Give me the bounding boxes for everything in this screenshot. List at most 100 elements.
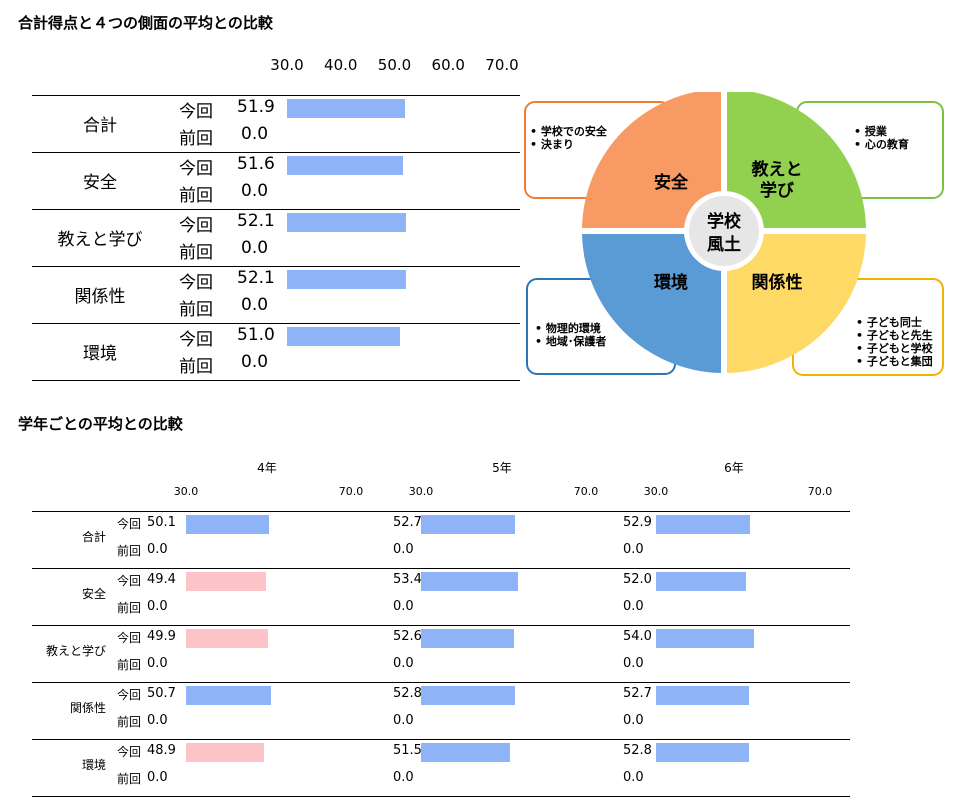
current-value: 51.0 bbox=[237, 325, 275, 345]
previous-label: 前回 bbox=[117, 658, 142, 672]
current-bar bbox=[421, 515, 515, 534]
grade-label: 4年 bbox=[257, 461, 277, 475]
category-label: 安全 bbox=[83, 173, 117, 193]
current-value: 53.4 bbox=[393, 572, 422, 587]
center-circle bbox=[689, 196, 759, 266]
axis-tick-label: 70.0 bbox=[338, 485, 364, 498]
current-bar bbox=[287, 270, 406, 289]
row-divider bbox=[32, 625, 850, 626]
current-bar bbox=[421, 743, 510, 762]
axis-tick-label: 50.0 bbox=[377, 56, 412, 74]
current-bar bbox=[656, 686, 750, 705]
current-label: 今回 bbox=[179, 159, 213, 179]
current-value: 52.8 bbox=[393, 686, 422, 701]
callout-note: • 心の教育 bbox=[854, 137, 909, 151]
previous-label: 前回 bbox=[179, 300, 213, 320]
previous-label: 前回 bbox=[117, 772, 142, 786]
category-label: 合計 bbox=[81, 530, 106, 544]
axis-tick-label: 30.0 bbox=[270, 56, 304, 74]
callout-note: • 学校での安全 bbox=[530, 124, 608, 138]
current-value: 50.7 bbox=[147, 686, 176, 701]
quadrant-name: 教えと bbox=[751, 159, 803, 180]
row-divider bbox=[32, 796, 850, 797]
grade-label: 5年 bbox=[492, 461, 512, 475]
current-value: 48.9 bbox=[147, 743, 176, 758]
center-label: 学校 bbox=[707, 211, 742, 232]
callout-note: • 子どもと学校 bbox=[856, 341, 934, 355]
current-label: 今回 bbox=[117, 631, 142, 645]
current-value: 52.1 bbox=[237, 211, 275, 231]
axis-tick-label: 70.0 bbox=[807, 485, 833, 498]
category-label: 教えと学び bbox=[45, 644, 106, 658]
current-bar bbox=[287, 327, 400, 346]
row-divider bbox=[32, 682, 850, 683]
previous-value: 0.0 bbox=[147, 770, 168, 785]
previous-value: 0.0 bbox=[623, 542, 644, 557]
grade-label: 6年 bbox=[724, 461, 744, 475]
previous-value: 0.0 bbox=[393, 656, 414, 671]
category-label: 安全 bbox=[81, 587, 106, 601]
axis-tick-label: 30.0 bbox=[173, 485, 199, 498]
row-divider bbox=[32, 739, 850, 740]
callout-note: • 子ども同士 bbox=[856, 315, 922, 329]
row-divider bbox=[32, 209, 520, 210]
current-label: 今回 bbox=[179, 273, 213, 293]
current-value: 52.9 bbox=[623, 515, 652, 530]
current-value: 52.0 bbox=[623, 572, 652, 587]
previous-value: 0.0 bbox=[147, 542, 168, 557]
current-bar bbox=[186, 515, 269, 534]
quadrant-3 bbox=[582, 234, 721, 373]
callout-note: • 地域･保護者 bbox=[535, 334, 606, 348]
previous-label: 前回 bbox=[179, 357, 213, 377]
current-label: 今回 bbox=[179, 216, 213, 236]
category-label: 教えと学び bbox=[57, 230, 143, 250]
previous-value: 0.0 bbox=[393, 713, 414, 728]
callout-note: • 授業 bbox=[854, 124, 888, 138]
callout-note: • 物理的環境 bbox=[535, 321, 601, 335]
row-divider bbox=[32, 380, 520, 381]
callout-note: • 子どもと集団 bbox=[856, 354, 933, 368]
callout-note: • 決まり bbox=[530, 137, 574, 151]
previous-value: 0.0 bbox=[393, 542, 414, 557]
axis-tick-label: 30.0 bbox=[643, 485, 669, 498]
previous-value: 0.0 bbox=[623, 599, 644, 614]
axis-tick-label: 70.0 bbox=[573, 485, 599, 498]
row-divider bbox=[32, 95, 520, 96]
previous-label: 前回 bbox=[117, 715, 142, 729]
current-bar bbox=[287, 213, 406, 232]
current-label: 今回 bbox=[117, 574, 142, 588]
current-bar bbox=[186, 629, 269, 648]
previous-label: 前回 bbox=[179, 186, 213, 206]
category-label: 環境 bbox=[83, 344, 117, 364]
current-label: 今回 bbox=[179, 330, 213, 350]
previous-value: 0.0 bbox=[147, 713, 168, 728]
current-bar bbox=[421, 686, 516, 705]
center-label: 風土 bbox=[707, 234, 741, 255]
previous-label: 前回 bbox=[117, 544, 142, 558]
quadrant-name: 環境 bbox=[654, 272, 688, 293]
current-value: 52.7 bbox=[623, 686, 652, 701]
previous-value: 0.0 bbox=[241, 295, 269, 315]
row-divider bbox=[32, 568, 850, 569]
current-value: 54.0 bbox=[623, 629, 652, 644]
current-bar bbox=[656, 515, 750, 534]
current-label: 今回 bbox=[179, 102, 213, 122]
previous-label: 前回 bbox=[179, 243, 213, 263]
current-bar bbox=[421, 629, 515, 648]
previous-value: 0.0 bbox=[241, 181, 269, 201]
category-label: 関係性 bbox=[74, 287, 126, 307]
previous-value: 0.0 bbox=[393, 599, 414, 614]
current-label: 今回 bbox=[117, 745, 142, 759]
current-label: 今回 bbox=[117, 517, 142, 531]
previous-value: 0.0 bbox=[241, 124, 269, 144]
row-divider bbox=[32, 266, 520, 267]
current-value: 49.4 bbox=[147, 572, 176, 587]
row-divider bbox=[32, 323, 520, 324]
current-value: 49.9 bbox=[147, 629, 176, 644]
quadrant-name: 関係性 bbox=[752, 272, 803, 293]
current-value: 50.1 bbox=[147, 515, 176, 530]
previous-label: 前回 bbox=[117, 601, 142, 615]
category-label: 関係性 bbox=[69, 701, 106, 715]
axis-tick-label: 30.0 bbox=[408, 485, 434, 498]
previous-value: 0.0 bbox=[241, 352, 269, 372]
